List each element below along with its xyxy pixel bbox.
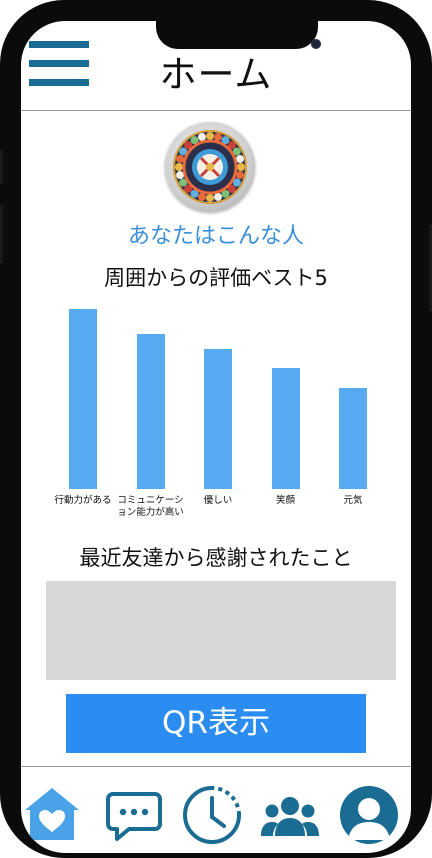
chart-bar [137, 334, 165, 489]
chat-bubble-icon [103, 784, 165, 846]
phone-side-button [0, 205, 3, 263]
chart-bar [204, 349, 232, 489]
home-heart-icon [21, 784, 83, 846]
phone-notch [156, 21, 318, 49]
chart-bar-label: 行動力がある [47, 495, 119, 507]
chart-bar [272, 368, 300, 489]
chart-bar-label: 笑顔 [250, 495, 322, 507]
chart-bar [339, 388, 367, 489]
page-title: ホーム [21, 51, 411, 99]
nav-chat-button[interactable] [103, 784, 165, 846]
qr-display-button[interactable]: QR表示 [66, 694, 366, 753]
header-divider [21, 110, 411, 111]
app-screen: ホーム あなたはこんな人 周囲からの評価ベスト5 行動力がある コミュニケーション… [21, 21, 411, 853]
evaluation-bar-chart: 行動力がある コミュニケーション能力が高い 優しい 笑顔 元気 [21, 301, 411, 541]
profile-tagline: あなたはこんな人 [21, 221, 411, 253]
nav-history-button[interactable] [181, 784, 243, 846]
chart-bar [69, 309, 97, 489]
phone-side-button [0, 150, 3, 184]
profile-user-icon [338, 784, 400, 846]
group-people-icon [259, 784, 321, 846]
mandala-avatar-icon[interactable] [165, 122, 255, 212]
chart-title: 周囲からの評価ベスト5 [21, 263, 411, 293]
chart-bar-label: 元気 [317, 495, 389, 507]
bottom-nav-divider [21, 766, 411, 767]
thanks-content-box [46, 581, 396, 680]
history-clock-icon [181, 784, 243, 846]
nav-profile-button[interactable] [338, 784, 400, 846]
thanks-section-title: 最近友達から感謝されたこと [21, 543, 411, 573]
nav-home-button[interactable] [21, 784, 83, 846]
nav-group-button[interactable] [259, 784, 321, 846]
front-camera [311, 39, 321, 49]
chart-bar-label: コミュニケーション能力が高い [115, 495, 187, 519]
chart-bar-label: 優しい [182, 495, 254, 507]
